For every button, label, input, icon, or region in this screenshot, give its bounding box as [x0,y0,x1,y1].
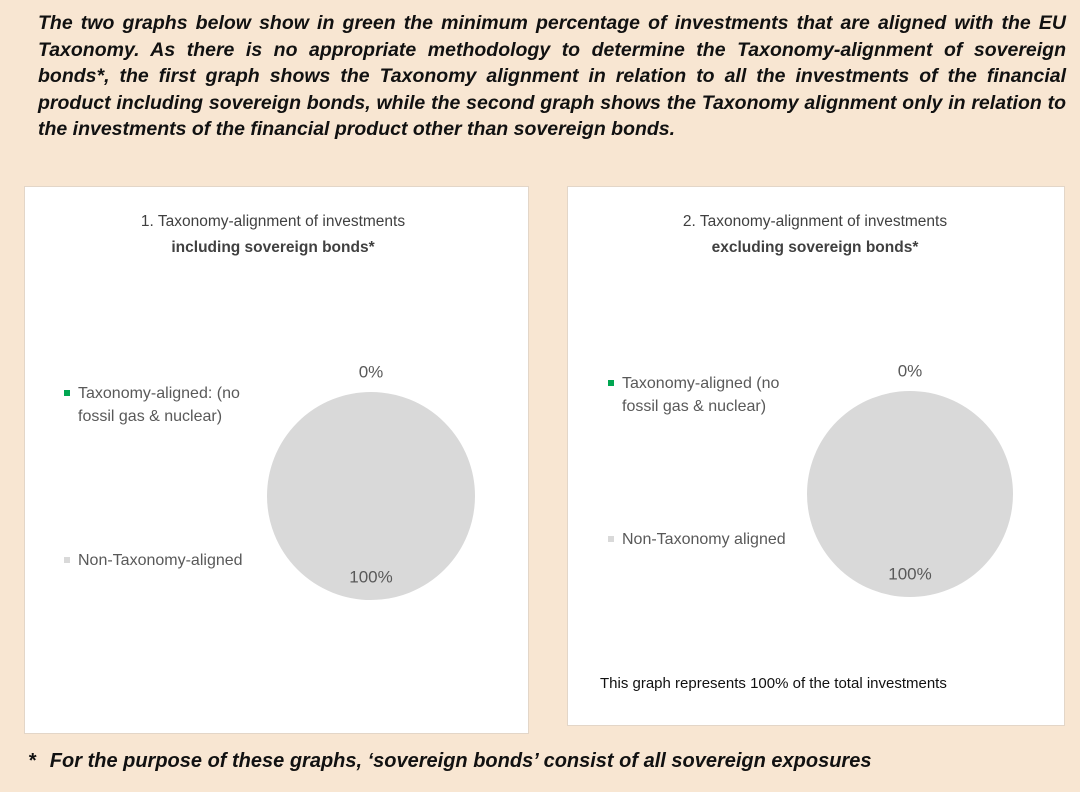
legend-label: Non-Taxonomy-aligned [78,552,243,569]
value-label: 100% [888,565,931,584]
value-label: 0% [898,361,923,380]
value-label: 100% [349,567,392,586]
legend-swatch [64,557,70,563]
chart-title: 1. Taxonomy-alignment of investments [140,213,406,230]
chart-title: 2. Taxonomy-alignment of investments [682,213,948,230]
pie-chart: 0% 100% [805,361,1015,599]
chart-note: This graph represents 100% of the total … [600,675,947,692]
chart-subtitle: including sovereign bonds* [171,239,375,256]
footnote: * For the purpose of these graphs, ‘sover… [28,750,885,773]
legend-entry: Taxonomy-aligned (no fossil gas & nuclea… [608,372,802,418]
chart-subtitle: excluding sovereign bonds* [711,239,919,256]
intro-text: The two graphs below show in green the m… [38,12,1066,140]
footnote-marker: * [28,750,36,772]
chart-title-block: 1. Taxonomy-alignment of investments incl… [43,209,503,261]
legend-label: Taxonomy-aligned (no fossil gas & nuclea… [622,375,780,415]
chart-panel: 2. Taxonomy-alignment of investments excl… [567,186,1065,726]
legend-label: Non-Taxonomy aligned [622,531,786,548]
footnote-text: For the purpose of these graphs, ‘sovere… [49,750,872,772]
legend-entry: Non-Taxonomy-aligned [64,549,258,572]
pie-chart: 0% 100% [265,362,477,602]
pie-slice [265,390,477,602]
legend-label: Taxonomy-aligned: (no fossil gas & nucle… [78,385,240,425]
chart-title-block: 2. Taxonomy-alignment of investments excl… [585,209,1045,261]
legend-swatch [608,380,614,386]
pie-slice [805,389,1015,599]
legend-swatch [64,390,70,396]
legend-entry: Non-Taxonomy aligned [608,528,802,551]
chart-panel: 1. Taxonomy-alignment of investments incl… [24,186,529,734]
legend-swatch [608,536,614,542]
value-label: 0% [359,362,384,381]
legend-entry: Taxonomy-aligned: (no fossil gas & nucle… [64,382,258,428]
